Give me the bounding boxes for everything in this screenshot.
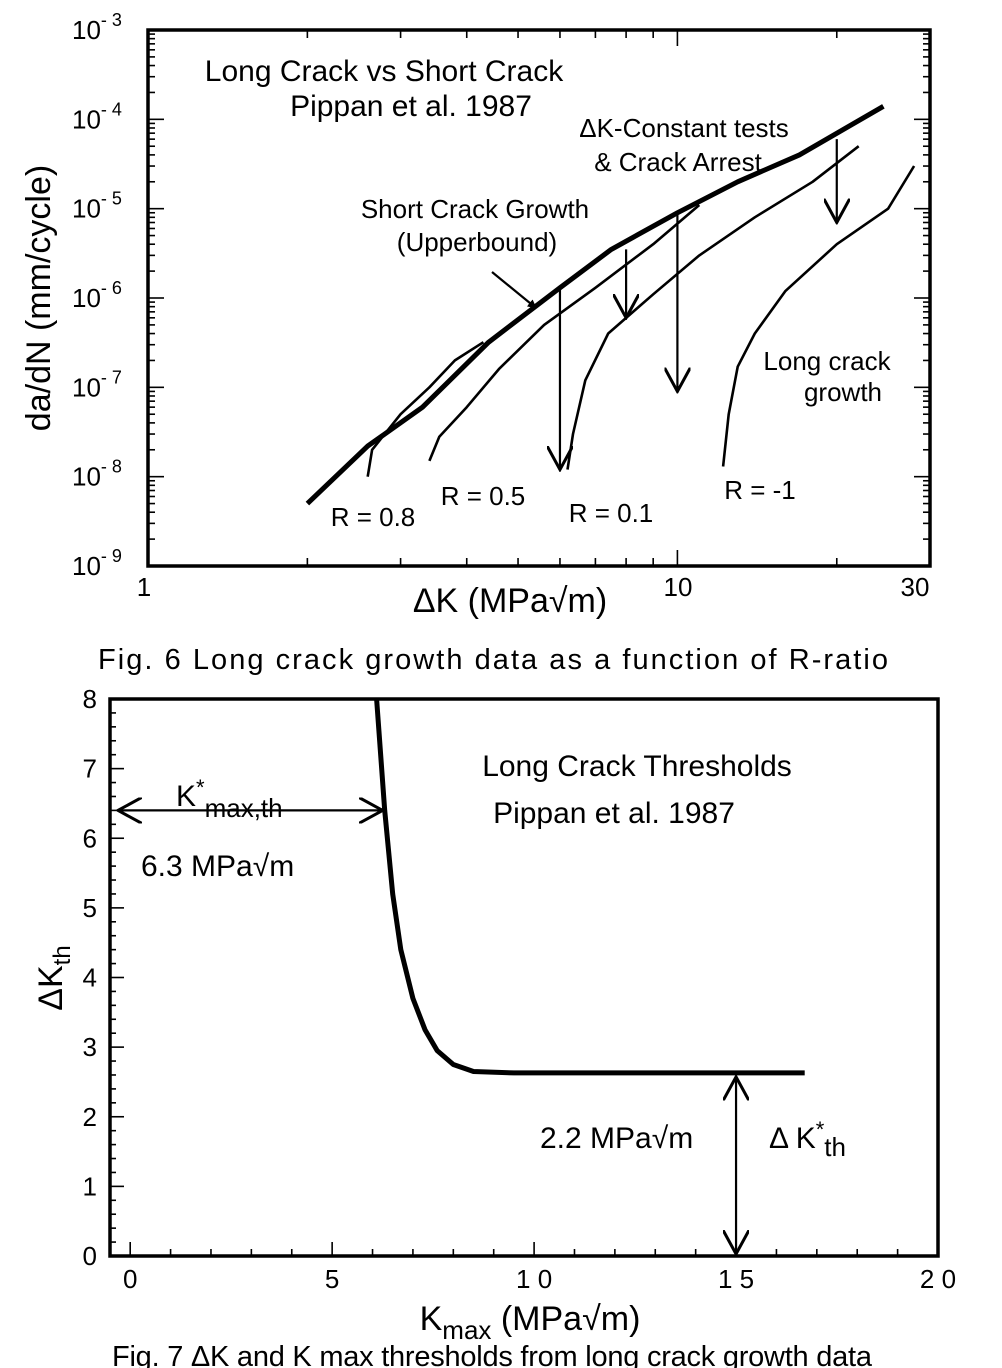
chart1-series-r-0-1 [566,145,860,470]
chart1-y-tick-label: 10- 9 [72,546,122,581]
chart1-annotation-long-crack: Long crack [763,346,891,376]
chart2-arrows [118,810,736,1254]
chart2-subtitle: Pippan et al. 1987 [493,797,735,830]
chart2-y-tick-label: 3 [83,1032,97,1062]
chart2-x-tick-label: 1 0 [516,1264,552,1294]
chart2-caption: Fig. 7 ΔK and K max thresholds from long… [112,1341,873,1368]
chart2-dk-value: 2.2 MPa√m [540,1122,693,1155]
chart1-y-tick-label-base: 10 [72,15,101,45]
chart1-y-tick-label-exp: - 3 [101,10,122,30]
chart2-y-tick-label: 7 [83,754,97,784]
chart1-y-tick-label-exp: - 8 [101,457,122,477]
chart2-dk-label-sup: * [816,1117,825,1142]
chart2-dk-label-sub: th [824,1132,846,1162]
chart1-y-tick-label: 10- 6 [72,278,122,313]
chart1-x-tick-label-10: 10 [664,572,693,602]
chart1-y-tick-label-exp: - 7 [101,367,122,387]
chart1-ticks [147,29,931,567]
chart2-series-threshold [374,698,805,1076]
chart1-subtitle: Pippan et al. 1987 [290,90,532,123]
chart2-x-axis-label-main: K [420,1300,443,1338]
chart1-label-rm1: R = -1 [724,475,796,505]
chart1-y-tick-label: 10- 8 [72,457,122,492]
chart2-title: Long Crack Thresholds [482,750,792,783]
chart1-series-r-0-5 [428,204,701,462]
chart1-y-axis-label: da/dN (mm/cycle) [20,165,58,431]
chart1-upperbound-pointer [491,271,537,309]
chart1-y-tick-label-exp: - 4 [101,99,122,119]
chart2-y-tick-label: 8 [83,684,97,714]
chart2-x-axis-label: Kmax (MPa√m) [420,1300,641,1345]
chart2-y-axis-label-sub: th [49,945,76,965]
chart2-y-tick-label: 0 [83,1241,97,1271]
chart2-x-tick-label: 1 5 [718,1264,754,1294]
chart2-x-axis-label-sub: max [442,1315,491,1345]
chart1-y-tick-label-exp: - 6 [101,278,122,298]
chart1-label-r05: R = 0.5 [441,481,526,511]
chart1-drop-arrows [560,139,837,469]
chart1-y-tick-label-base: 10 [72,462,101,492]
chart2-kmax-label-main: K [176,780,196,813]
crack-growth-chart: 10- 910- 810- 710- 610- 510- 410- 3 1 10… [20,10,932,676]
chart1-y-tick-label-base: 10 [72,283,101,313]
chart1-y-tick-label-exp: - 9 [101,546,122,566]
chart1-caption: Fig. 6 Long crack growth data as a funct… [98,644,888,676]
chart1-y-tick-label-base: 10 [72,104,101,134]
chart2-kmax-label-sub: max,th [205,793,283,823]
chart2-y-axis-label-main: ΔK [32,965,70,1011]
chart1-y-tick-labels: 10- 910- 810- 710- 610- 510- 410- 3 [72,10,122,581]
chart1-annotation-dk-constant: ΔK-Constant tests [579,113,789,143]
chart1-label-r08: R = 0.8 [331,502,416,532]
chart1-x-tick-label-1: 1 [137,572,151,602]
chart2-ticks [110,698,939,1257]
chart2-dk-label-main: Δ K [769,1122,816,1155]
chart2-x-tick-label: 5 [325,1264,339,1294]
chart1-y-tick-label: 10- 7 [72,367,122,402]
chart2-y-tick-label: 4 [83,963,97,993]
chart1-series-r-1 [721,165,916,467]
chart2-y-tick-label: 5 [83,893,97,923]
chart1-series-r-0-8 [366,341,485,477]
chart2-dk-label: Δ K*th [769,1117,846,1162]
chart2-x-tick-label: 2 0 [920,1264,956,1294]
chart2-y-axis-label: ΔKth [32,945,76,1010]
chart1-y-tick-label-exp: - 5 [101,189,122,209]
chart2-x-tick-labels: 0 5 1 0 1 5 2 0 [123,1264,956,1294]
chart2-y-tick-label: 6 [83,823,97,853]
chart1-annotation-growth: growth [804,377,882,407]
chart1-y-tick-label: 10- 4 [72,99,122,134]
chart2-kmax-label: K*max,th [176,775,283,823]
chart1-x-tick-label-30: 30 [901,572,930,602]
chart1-annotation-crack-arrest: & Crack Arrest [594,147,762,177]
chart1-annotation-short-crack: Short Crack Growth [361,194,589,224]
chart2-x-tick-label: 0 [123,1264,137,1294]
chart1-y-tick-label-base: 10 [72,372,101,402]
chart1-title: Long Crack vs Short Crack [205,55,564,88]
chart2-y-tick-label: 2 [83,1102,97,1132]
chart1-y-tick-label-base: 10 [72,551,101,581]
chart1-label-r01: R = 0.1 [569,498,654,528]
chart1-plot-frame [146,28,932,568]
chart2-kmax-label-sup: * [196,775,205,800]
chart1-y-tick-label: 10- 3 [72,10,122,45]
chart1-annotation-upperbound: (Upperbound) [397,227,557,257]
chart2-y-tick-labels: 0 1 2 3 4 5 6 7 8 [83,684,97,1271]
chart2-kmax-value: 6.3 MPa√m [141,850,294,883]
chart1-y-tick-label-base: 10 [72,194,101,224]
chart1-series-short-crack-growth-upperbound [305,104,885,506]
chart2-x-axis-label-units: (MPa√m) [491,1300,640,1338]
chart1-x-axis-label: ΔK (MPa√m) [413,582,607,620]
chart1-y-tick-label: 10- 5 [72,189,122,224]
chart2-y-tick-label: 1 [83,1171,97,1201]
chart1-series [305,104,916,506]
chart2-series [374,698,805,1076]
